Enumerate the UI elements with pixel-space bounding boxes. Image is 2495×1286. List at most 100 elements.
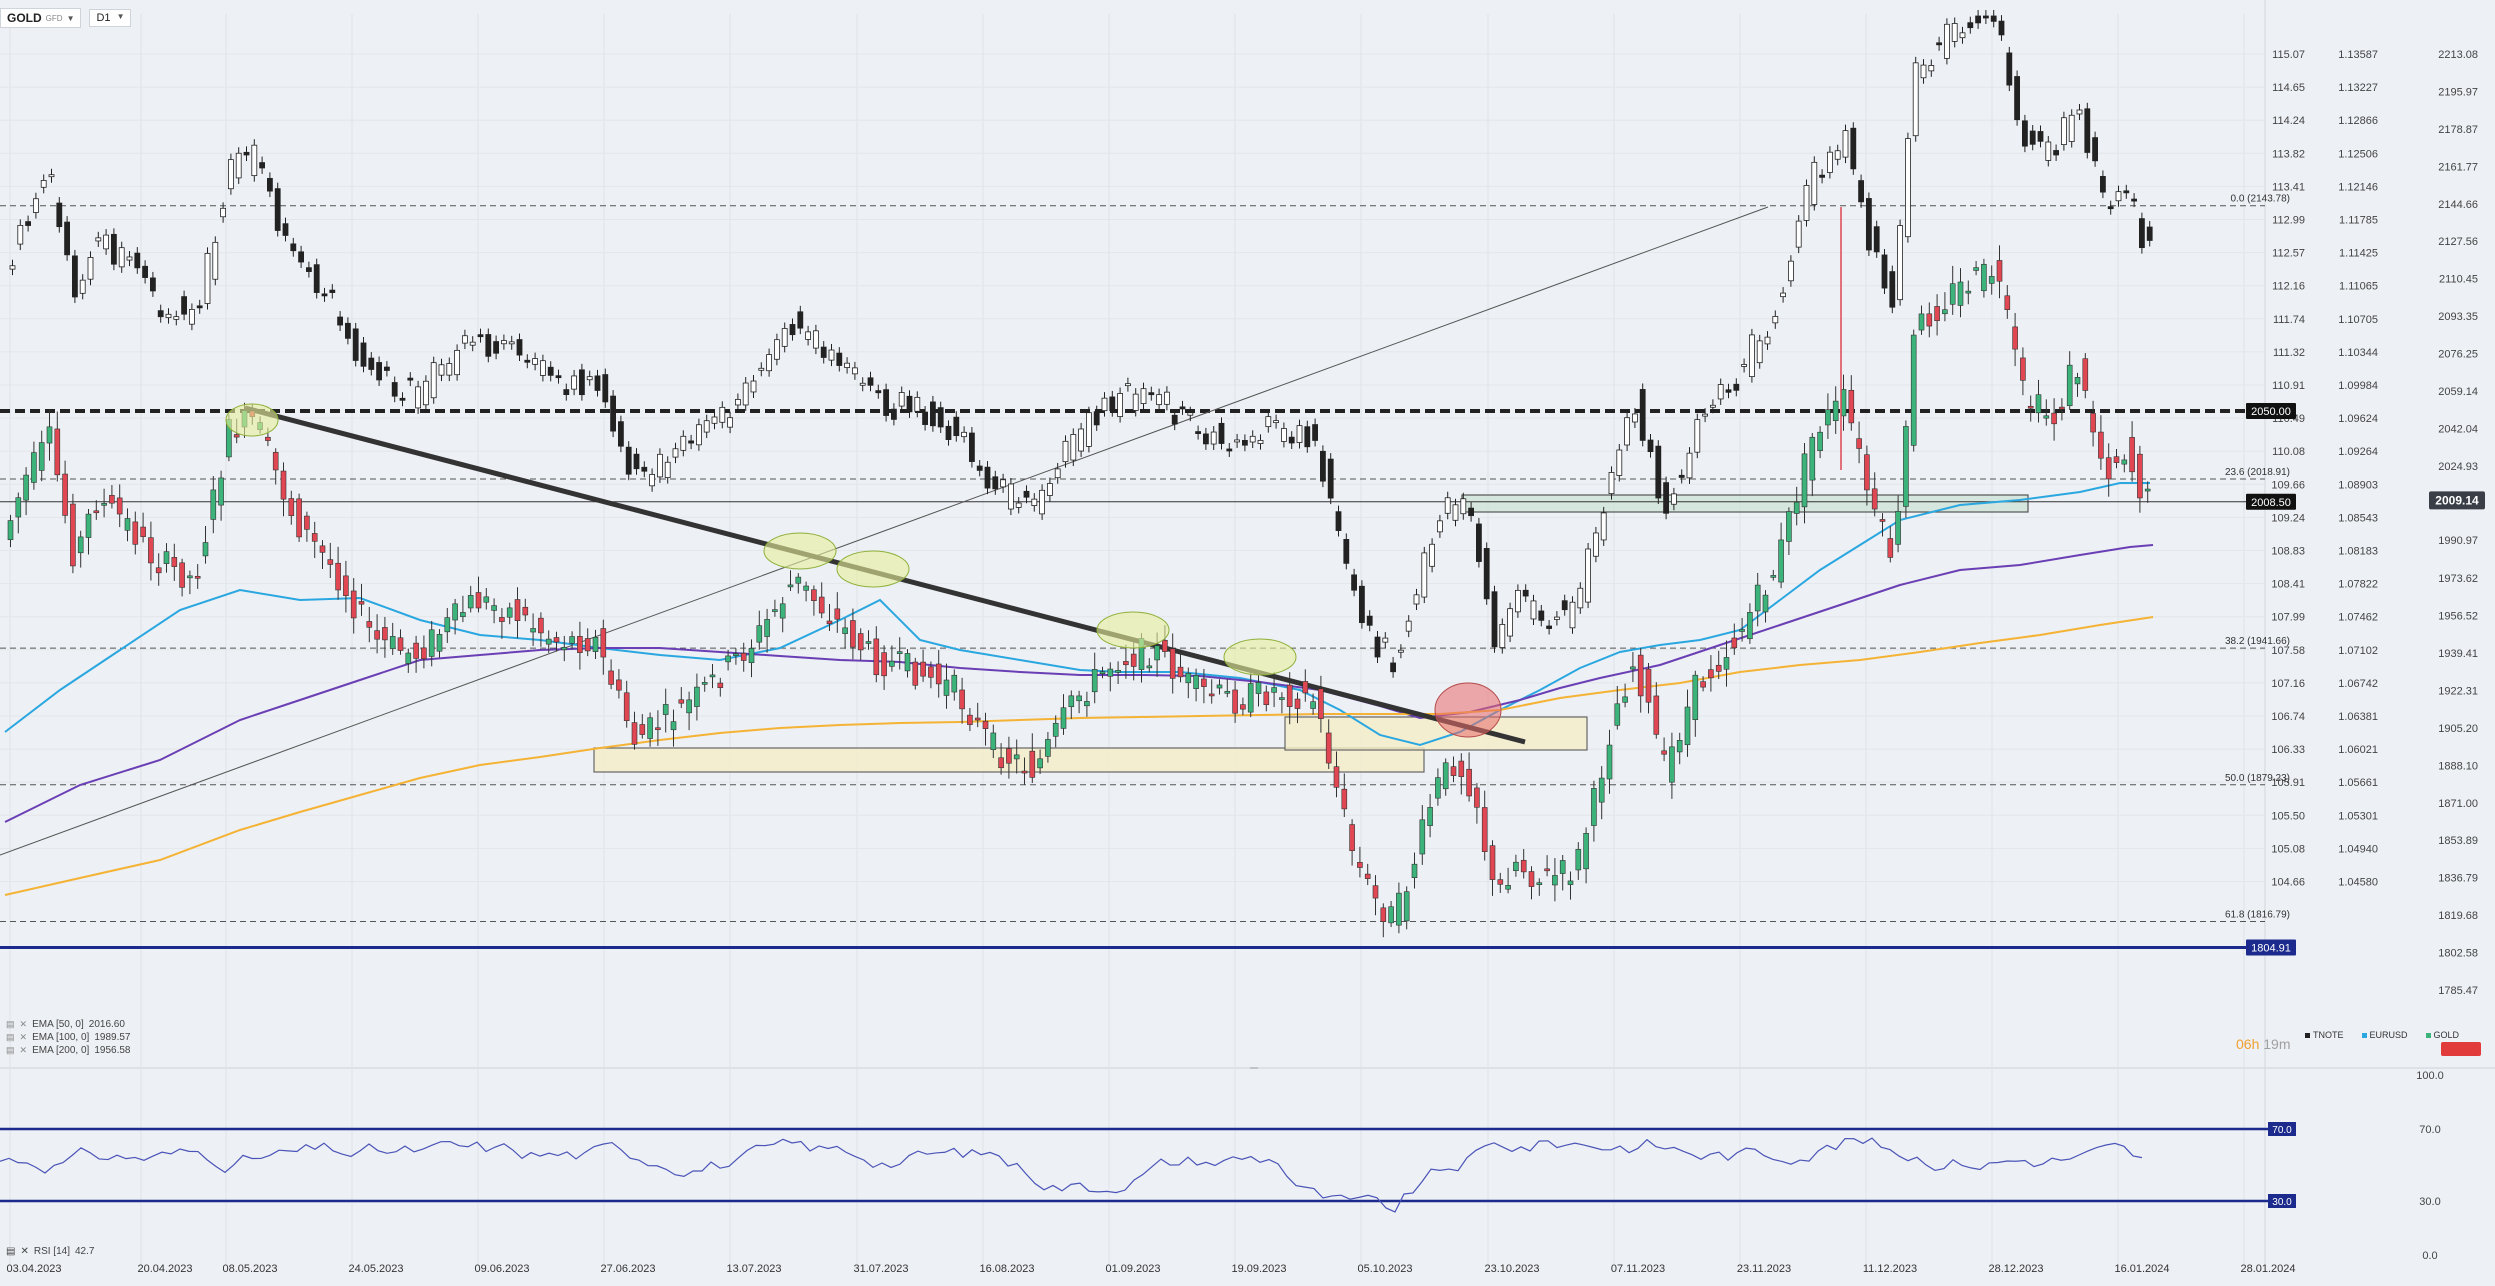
tnote-body xyxy=(407,377,414,381)
rsi-level-badge: 30.0 xyxy=(2272,1197,2292,1208)
touch-highlight-ellipse xyxy=(1223,638,1297,676)
tnote-body xyxy=(1608,472,1615,495)
settings-icon[interactable]: ▤ xyxy=(6,1045,15,1055)
x-tick-label: 08.05.2023 xyxy=(222,1263,277,1275)
y-tick-label-gold: 1973.62 xyxy=(2438,573,2478,585)
tnote-body xyxy=(2115,191,2122,202)
candle-body xyxy=(1981,263,1987,292)
tnote-body xyxy=(1398,649,1404,653)
tnote-body xyxy=(1195,431,1201,434)
candle-body xyxy=(1162,639,1168,652)
candle-body xyxy=(795,576,802,584)
candle-body xyxy=(772,609,778,612)
candle-body xyxy=(896,651,903,654)
tnote-body xyxy=(227,159,234,190)
candle-body xyxy=(1045,739,1051,757)
candle-body xyxy=(54,428,61,476)
tnote-body xyxy=(719,406,726,423)
candle-body xyxy=(1528,871,1535,887)
tnote-body xyxy=(438,364,445,376)
tnote-body xyxy=(1811,161,1818,205)
candle-body xyxy=(1208,693,1215,697)
rsi-legend[interactable]: ▤ ✕ RSI [14] 42.7 xyxy=(6,1246,94,1257)
y-tick-label-gold: 2059.14 xyxy=(2438,386,2478,398)
y-tick-label-gold: 2144.66 xyxy=(2438,199,2478,211)
candle-body xyxy=(272,452,279,471)
tnote-body xyxy=(1429,543,1435,567)
close-icon[interactable]: ✕ xyxy=(19,1032,28,1042)
tnote-body xyxy=(454,349,461,376)
x-tick-label: 24.05.2023 xyxy=(348,1263,403,1275)
y-tick-label-gold: 2110.45 xyxy=(2439,274,2478,286)
chevron-down-icon: ▼ xyxy=(116,12,125,21)
candle-body xyxy=(1513,861,1519,872)
candle-body xyxy=(218,477,224,506)
candle-body xyxy=(405,652,412,664)
y-tick-label-gold: 1990.97 xyxy=(2438,535,2478,547)
indicator-row[interactable]: ▤ ✕ EMA [200, 0] 1956.58 xyxy=(6,1044,130,1057)
candle-body xyxy=(1544,868,1550,872)
candle-body xyxy=(1786,511,1792,542)
rsi-y-tick-label: 0.0 xyxy=(2422,1250,2437,1262)
candle-body xyxy=(1637,654,1644,697)
legend-gold[interactable]: GOLD xyxy=(2425,1030,2459,1040)
tnote-body xyxy=(1515,589,1521,613)
candle-body xyxy=(1567,880,1574,885)
y-tick-label-tnote: 110.91 xyxy=(2272,380,2305,392)
x-tick-label: 19.09.2023 xyxy=(1231,1263,1286,1275)
candle-body xyxy=(1708,669,1714,679)
tnote-body xyxy=(1881,254,1888,289)
y-tick-label-gold: 1802.58 xyxy=(2438,948,2478,960)
legend-tnote[interactable]: TNOTE xyxy=(2305,1030,2344,1040)
tnote-body xyxy=(2123,190,2130,194)
candle-body xyxy=(1622,696,1628,703)
indicator-row[interactable]: ▤ ✕ EMA [100, 0] 1989.57 xyxy=(6,1031,130,1044)
tnote-body xyxy=(867,377,874,386)
settings-icon[interactable]: ▤ xyxy=(6,1032,15,1042)
tnote-body xyxy=(118,247,125,268)
candle-body xyxy=(179,562,185,588)
candle-body xyxy=(1489,845,1496,880)
legend-eurusd[interactable]: EURUSD xyxy=(2361,1030,2408,1040)
y-tick-label-eurusd: 1.04940 xyxy=(2338,843,2378,855)
tnote-body xyxy=(493,341,500,354)
x-tick-label: 11.12.2023 xyxy=(1863,1263,1917,1275)
close-icon[interactable]: ✕ xyxy=(20,1246,29,1257)
candle-body xyxy=(1630,666,1636,670)
candle-body xyxy=(460,612,466,617)
tnote-body xyxy=(1031,498,1038,506)
tnote-body xyxy=(126,256,133,261)
settings-icon[interactable]: ▤ xyxy=(6,1019,15,1029)
candle-body xyxy=(304,515,310,530)
tnote-body xyxy=(1156,394,1162,406)
indicator-row[interactable]: ▤ ✕ EMA [50, 0] 2016.60 xyxy=(6,1018,130,1031)
candle-body xyxy=(670,721,677,731)
y-tick-label-gold: 2076.25 xyxy=(2438,349,2478,361)
candle-body xyxy=(2082,358,2089,391)
tnote-body xyxy=(1101,397,1108,412)
y-tick-label-tnote: 105.08 xyxy=(2271,843,2305,855)
symbol-selector[interactable]: GOLD GFD ▼ xyxy=(0,8,82,28)
settings-icon[interactable]: ▤ xyxy=(6,1246,16,1257)
y-tick-label-tnote: 108.41 xyxy=(2271,579,2305,591)
candles-group xyxy=(7,10,2153,938)
candle-body xyxy=(1107,668,1114,677)
timer-minutes: 19m xyxy=(2263,1036,2291,1052)
tnote-body xyxy=(836,352,843,366)
tnote-body xyxy=(1967,22,1974,29)
tnote-body xyxy=(1335,511,1342,531)
tnote-body xyxy=(828,349,835,361)
candle-body xyxy=(1380,907,1387,922)
timeframe-selector[interactable]: D1 ▼ xyxy=(89,9,132,27)
close-icon[interactable]: ✕ xyxy=(19,1045,28,1055)
fib-level-label: 38.2 (1941.66) xyxy=(2225,636,2290,647)
candle-body xyxy=(1505,885,1511,890)
touch-highlight-ellipse xyxy=(836,550,910,588)
candle-body xyxy=(1076,695,1082,702)
candle-body xyxy=(319,545,326,553)
candle-body xyxy=(1099,671,1106,674)
y-tick-label-tnote: 107.16 xyxy=(2271,678,2305,690)
y-tick-label-gold: 1888.10 xyxy=(2438,760,2478,772)
close-icon[interactable]: ✕ xyxy=(19,1019,28,1029)
